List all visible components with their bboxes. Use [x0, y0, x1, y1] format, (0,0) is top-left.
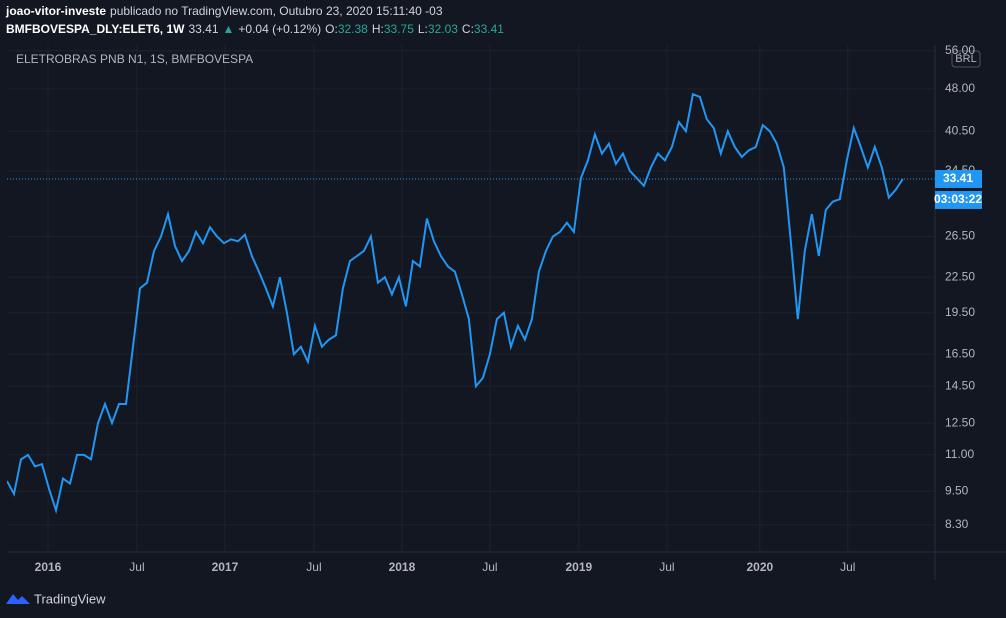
plot-area	[7, 45, 935, 552]
x-tick-label: Jul	[482, 560, 497, 574]
header-line-1: joao-vitor-investe publicado no TradingV…	[6, 4, 443, 18]
y-tick-label: 19.50	[945, 305, 975, 319]
currency: BRL	[955, 53, 976, 65]
h: 33.75	[383, 22, 414, 36]
l: 32.03	[427, 22, 458, 36]
countdown-tag	[935, 190, 982, 209]
y-tick-label: 40.50	[945, 123, 975, 137]
y-tick-label: 22.50	[945, 269, 975, 283]
header-line-2: BMFBOVESPA_DLY:ELET6, 1W 33.41 ▲ +0.04 (…	[6, 22, 504, 36]
last: 33.41	[188, 22, 219, 36]
h-label: H:	[371, 22, 384, 36]
c-label: C:	[461, 22, 474, 36]
x-tick-label: Jul	[129, 560, 144, 574]
price-tag-label: 33.41	[943, 171, 973, 185]
x-tick-label: Jul	[306, 560, 321, 574]
footer: TradingView	[6, 591, 106, 606]
y-tick-label: 14.50	[945, 378, 975, 392]
y-tick-label: 11.00	[945, 447, 974, 461]
x-tick-label: 2020	[746, 560, 773, 574]
x-tick-label: 2017	[212, 560, 239, 574]
y-tick-label: 9.50	[945, 483, 969, 497]
l-label: L:	[417, 22, 428, 36]
currency-box	[951, 50, 981, 68]
logo	[6, 594, 30, 604]
x-tick-label: Jul	[659, 560, 674, 574]
countdown-label: 03:03:22	[934, 192, 982, 206]
y-tick-label: 8.30	[945, 517, 969, 531]
user: joao-vitor-investe	[6, 4, 107, 18]
y-tick-label: 16.50	[945, 346, 975, 360]
y-tick-label: 48.00	[945, 81, 975, 95]
c: 33.41	[473, 22, 504, 36]
x-tick-label: 2019	[565, 560, 592, 574]
o: 32.38	[337, 22, 368, 36]
x-tick-label: 2016	[35, 560, 62, 574]
published: publicado no TradingView.com, Outubro 23…	[110, 4, 443, 18]
y-tick-label: 26.50	[945, 229, 975, 243]
arrow: ▲	[222, 22, 235, 36]
symbol: BMFBOVESPA_DLY:ELET6, 1W	[6, 22, 185, 36]
x-tick-label: Jul	[840, 560, 855, 574]
y-tick-label: 12.50	[945, 415, 975, 429]
y-tick-label: 56.00	[945, 43, 975, 57]
x-tick-label: 2018	[389, 560, 416, 574]
o-label: O:	[325, 22, 338, 36]
brand: TradingView	[34, 591, 106, 606]
change: +0.04 (+0.12%)	[238, 22, 322, 36]
price-tag	[935, 169, 982, 188]
chart-title: ELETROBRAS PNB N1, 1S, BMFBOVESPA	[16, 52, 253, 66]
price-line	[7, 92, 904, 515]
